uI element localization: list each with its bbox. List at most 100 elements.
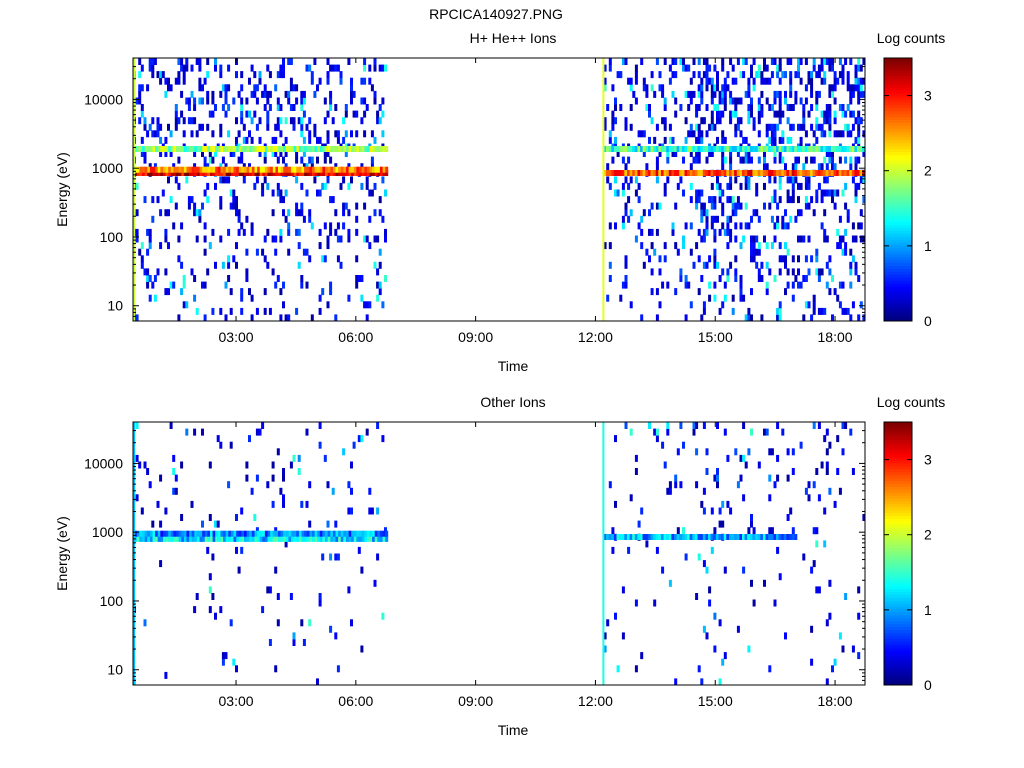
count-cell: [682, 58, 685, 65]
count-cell: [697, 156, 701, 164]
count-cell: [682, 235, 685, 243]
x-tick-label: 15:00: [698, 693, 733, 709]
count-cell: [169, 150, 173, 157]
count-cell: [180, 222, 184, 230]
count-cell: [713, 645, 717, 653]
count-cell: [862, 196, 865, 204]
count-cell: [381, 612, 385, 620]
count-cell: [240, 156, 244, 164]
count-cell: [365, 104, 369, 111]
count-cell: [648, 228, 651, 236]
count-cell: [653, 136, 657, 144]
count-cell: [668, 481, 672, 489]
count-cell: [716, 182, 719, 190]
count-cell: [702, 71, 706, 79]
count-cell: [676, 182, 680, 190]
count-cell: [789, 71, 793, 79]
count-cell: [206, 71, 210, 79]
count-cell: [363, 58, 367, 65]
count-cell: [791, 176, 795, 184]
panel-title: Other Ions: [480, 394, 545, 410]
count-cell: [802, 104, 806, 111]
count-cell: [650, 242, 654, 250]
count-cell: [797, 71, 800, 79]
count-cell: [169, 130, 173, 138]
count-cell: [190, 117, 194, 125]
count-cell: [807, 202, 811, 210]
count-cell: [156, 123, 160, 131]
count-cell: [174, 110, 178, 118]
count-cell: [742, 156, 746, 164]
count-cell: [700, 202, 704, 210]
count-cell: [164, 235, 168, 243]
count-cell: [360, 182, 364, 190]
count-cell: [182, 64, 186, 72]
count-cell: [336, 255, 340, 263]
count-cell: [376, 235, 380, 243]
count-cell: [810, 658, 814, 666]
count-cell: [219, 64, 223, 72]
count-cell: [784, 632, 787, 640]
count-cell: [734, 209, 738, 217]
energy-band-2: [134, 530, 389, 537]
count-cell: [342, 209, 346, 217]
count-cell: [742, 494, 746, 502]
count-cell: [674, 288, 678, 296]
count-cell: [859, 176, 863, 184]
count-cell: [300, 104, 304, 111]
count-cell: [823, 130, 827, 138]
count-cell: [682, 441, 685, 449]
count-cell: [229, 307, 233, 315]
count-cell: [726, 268, 730, 276]
count-cell: [614, 435, 617, 443]
count-cell: [603, 242, 607, 250]
count-cell: [637, 182, 641, 190]
count-cell: [608, 130, 612, 138]
count-cell: [655, 163, 659, 171]
count-cell: [308, 255, 312, 263]
count-cell: [844, 182, 848, 190]
count-cell: [807, 268, 811, 276]
count-cell: [655, 176, 659, 184]
count-cell: [195, 593, 199, 600]
count-cell: [731, 307, 735, 315]
count-cell: [786, 189, 790, 197]
count-cell: [253, 84, 257, 92]
count-cell: [752, 209, 756, 217]
count-cell: [300, 97, 304, 105]
count-cell: [668, 77, 672, 85]
count-cell: [859, 84, 863, 92]
count-cell: [292, 632, 296, 640]
count-cell: [302, 150, 306, 157]
count-cell: [739, 275, 743, 282]
count-cell: [810, 156, 814, 164]
count-cell: [799, 235, 803, 243]
count-cell: [716, 71, 719, 79]
count-cell: [791, 123, 795, 131]
count-cell: [815, 196, 819, 204]
count-cell: [825, 619, 829, 627]
count-cell: [201, 202, 204, 210]
count-cell: [608, 222, 612, 230]
count-cell: [302, 136, 306, 144]
count-cell: [182, 77, 186, 85]
count-cell: [632, 90, 636, 98]
count-cell: [334, 130, 338, 138]
count-cell: [384, 228, 387, 236]
count-cell: [752, 77, 756, 85]
count-cell: [744, 182, 748, 190]
count-cell: [355, 255, 359, 263]
count-cell: [859, 209, 863, 217]
count-cell: [750, 514, 753, 521]
count-cell: [263, 156, 267, 164]
count-cell: [350, 77, 353, 85]
count-cell: [648, 209, 651, 217]
count-cell: [689, 248, 693, 256]
count-cell: [810, 314, 814, 321]
count-cell: [658, 301, 662, 309]
count-cell: [266, 110, 270, 118]
count-cell: [640, 242, 644, 250]
count-cell: [151, 281, 155, 289]
count-cell: [642, 261, 646, 269]
count-cell: [768, 268, 772, 276]
